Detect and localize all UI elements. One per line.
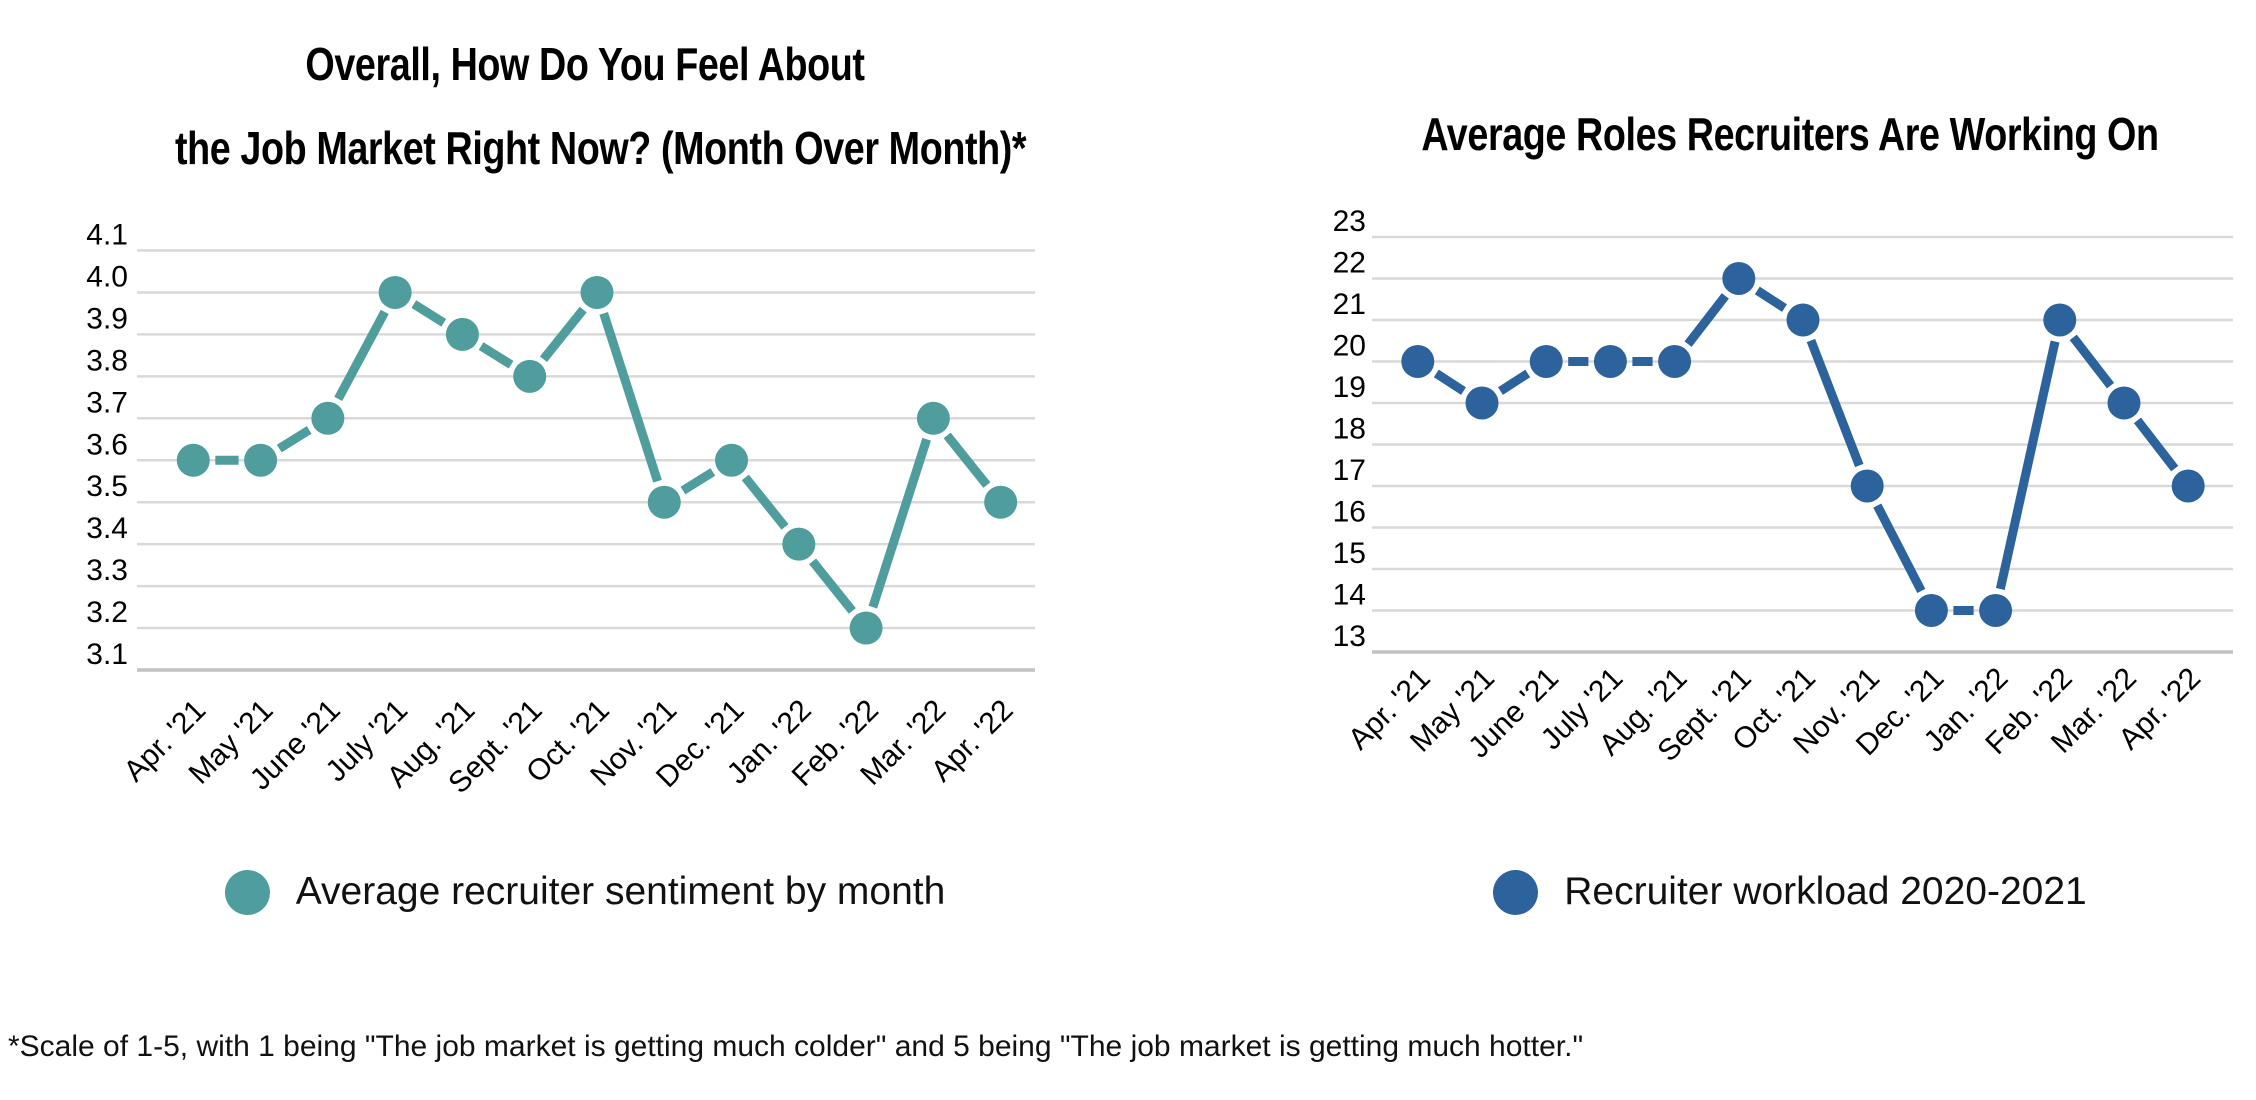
series-line-segment [1873,503,1926,594]
series-line-segment [2133,417,2179,472]
y-axis-tick-label: 16 [1333,496,1366,529]
series-line-segment [741,474,789,530]
y-axis-tick-label: 23 [1333,205,1366,238]
y-axis-tick-label: 3.7 [86,386,128,419]
right-chart-legend: Recruiter workload 2020-2021 [1340,868,2240,916]
series-line-segment [334,309,389,402]
data-point [244,443,278,477]
y-axis-tick-label: 19 [1333,371,1366,404]
data-point [1979,594,2013,627]
y-axis-tick-label: 3.5 [86,470,128,503]
y-axis-tick-label: 3.9 [86,302,128,335]
series-line-segment [276,426,312,453]
data-point [1786,303,1820,337]
series-line-segment [1806,338,1864,468]
series-line-segment [868,437,931,609]
data-point [2107,386,2141,420]
y-axis-tick-label: 3.4 [86,512,128,545]
right-chart-title: Average Roles Recruiters Are Working On [1421,108,2159,160]
data-point [1465,386,1499,420]
data-point [849,611,883,645]
sentiment-legend-label: Average recruiter sentiment by month [295,870,946,913]
series-line-segment [1433,369,1466,395]
y-axis-tick-label: 3.1 [86,638,128,671]
data-point [715,443,749,477]
y-axis-tick-label: 20 [1333,330,1366,363]
data-point [1850,469,1884,503]
y-axis-tick-label: 15 [1333,537,1366,570]
workload-legend-label: Recruiter workload 2020-2021 [1564,870,2087,913]
data-point [1658,345,1692,378]
data-point [647,485,681,519]
scale-footnote: *Scale of 1-5, with 1 being "The job mar… [8,1030,1584,1063]
y-axis-tick-label: 3.6 [86,428,128,461]
y-axis-tick-label: 22 [1333,247,1366,280]
data-point [782,527,816,561]
left-chart-legend: Average recruiter sentiment by month [85,868,1085,916]
data-point [984,485,1018,519]
y-axis-tick-label: 4.0 [86,260,128,293]
series-line-segment [411,300,447,327]
series-line-segment [1754,286,1787,312]
data-point [1593,345,1627,378]
y-axis-tick-label: 4.1 [86,219,128,252]
data-point [916,401,950,435]
left-chart-title: Overall, How Do You Feel About the Job M… [175,22,1027,190]
y-axis-tick-label: 3.2 [86,596,128,629]
data-point [1529,345,1563,378]
y-axis-tick-label: 3.3 [86,554,128,587]
y-axis-tick-label: 21 [1333,288,1366,321]
data-point [2043,303,2077,337]
series-line-segment [1995,340,2060,590]
series-line-segment [1498,369,1531,395]
data-point [378,275,412,309]
left-chart-title-line2: the Job Market Right Now? (Month Over Mo… [175,122,1027,174]
data-point [445,317,479,351]
y-axis-tick-label: 13 [1333,620,1366,653]
series-line-segment [943,432,991,488]
series-line-segment [680,468,716,495]
data-point [1722,262,1756,295]
series-line-segment [599,312,662,483]
data-point [1914,594,1948,627]
data-point [2171,469,2205,503]
series-line-segment [1684,293,1729,347]
y-axis-tick-label: 18 [1333,413,1366,446]
data-point [1401,345,1435,378]
series-line-segment [2069,334,2115,389]
y-axis-tick-label: 17 [1333,454,1366,487]
sentiment-legend-marker [224,869,270,915]
left-chart-title-line1: Overall, How Do You Feel About [305,38,865,90]
data-point [311,401,345,435]
data-point [580,275,614,309]
data-point [513,359,547,393]
series-line-segment [809,558,856,614]
y-axis-tick-label: 3.8 [86,344,128,377]
series-line-segment [478,342,514,369]
data-point [176,443,210,477]
series-line-segment [539,306,587,363]
workload-legend-marker [1493,869,1539,915]
y-axis-tick-label: 14 [1333,579,1366,612]
